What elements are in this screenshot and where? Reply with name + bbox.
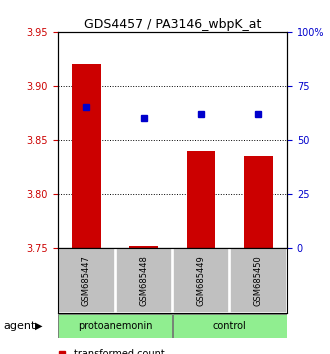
Bar [115, 249, 172, 313]
Bar [58, 249, 115, 313]
Bar [173, 249, 229, 313]
Text: GSM685448: GSM685448 [139, 255, 148, 306]
Text: agent: agent [3, 321, 36, 331]
Text: ▶: ▶ [35, 321, 42, 331]
Text: protoanemonin: protoanemonin [78, 321, 152, 331]
Text: GSM685450: GSM685450 [254, 255, 263, 306]
Bar [230, 249, 286, 313]
Text: GSM685449: GSM685449 [197, 255, 206, 306]
Title: GDS4457 / PA3146_wbpK_at: GDS4457 / PA3146_wbpK_at [84, 18, 261, 31]
Text: transformed count: transformed count [74, 349, 165, 354]
Bar [129, 246, 158, 248]
Bar [72, 64, 101, 248]
Text: control: control [213, 321, 247, 331]
Bar [187, 150, 215, 248]
Bar [58, 314, 172, 338]
Bar [244, 156, 273, 248]
Bar [173, 314, 286, 338]
Text: GSM685447: GSM685447 [82, 255, 91, 306]
